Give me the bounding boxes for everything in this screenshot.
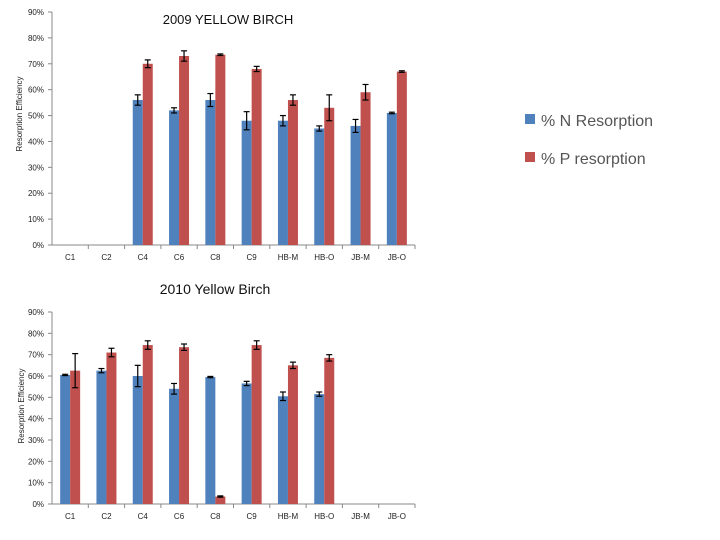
x-tick-label: C9 [247, 253, 258, 262]
x-tick-label: C8 [210, 253, 221, 262]
x-tick-label: JB-M [351, 253, 370, 262]
y-tick-label: 30% [28, 163, 44, 172]
x-tick-label: C6 [174, 512, 185, 521]
x-tick-label: HB-M [278, 253, 299, 262]
legend-swatch-p [525, 152, 535, 162]
x-tick-label: C4 [138, 512, 149, 521]
bar-p [360, 92, 371, 245]
y-tick-label: 70% [28, 60, 44, 69]
bar-n [314, 394, 325, 504]
y-tick-label: 0% [32, 500, 44, 509]
x-tick-label: C8 [210, 512, 221, 521]
x-tick-label: JB-M [351, 512, 370, 521]
legend-swatch-n [525, 114, 535, 124]
y-tick-label: 30% [28, 436, 44, 445]
x-tick-label: C2 [101, 253, 112, 262]
y-tick-label: 40% [28, 415, 44, 424]
bar-n [169, 388, 180, 504]
x-tick-label: C1 [65, 512, 76, 521]
bar-n [386, 112, 397, 245]
bar-n [132, 100, 143, 246]
x-tick-label: HB-M [278, 512, 299, 521]
legend-label-p: % P resorption [541, 151, 646, 168]
bar-n [350, 125, 361, 245]
bar-n [132, 376, 143, 504]
bar-n [277, 120, 288, 245]
y-tick-label: 20% [28, 457, 44, 466]
bar-p [287, 365, 298, 504]
bar-p [324, 107, 335, 246]
y-tick-label: 10% [28, 215, 44, 224]
bar-n [205, 100, 216, 246]
bar-p [215, 54, 226, 245]
x-tick-label: C4 [138, 253, 149, 262]
bar-n [60, 374, 71, 504]
y-tick-label: 50% [28, 112, 44, 121]
bar-n [314, 128, 325, 245]
bar-n [205, 377, 216, 504]
bar-p [215, 496, 226, 504]
legend: % N Resorption % P resorption [525, 113, 653, 168]
bar-p [70, 370, 81, 504]
chart-title: 2010 Yellow Birch [160, 281, 271, 297]
x-tick-label: JB-O [388, 512, 406, 521]
bar-n [96, 370, 107, 504]
y-tick-label: 80% [28, 34, 44, 43]
x-tick-label: HB-O [314, 253, 334, 262]
bar-n [241, 383, 252, 504]
bar-p [396, 71, 407, 246]
x-tick-label: C6 [174, 253, 185, 262]
legend-label-n: % N Resorption [541, 113, 653, 130]
y-axis-label: Resorption Efficiency [15, 77, 24, 152]
bar-n [241, 120, 252, 245]
chart-2010: 2010 Yellow Birch Resorption Efficiency … [17, 281, 416, 521]
y-tick-label: 40% [28, 137, 44, 146]
y-tick-label: 90% [28, 308, 44, 317]
x-tick-label: C9 [247, 512, 258, 521]
bar-p [106, 352, 117, 504]
y-tick-label: 70% [28, 351, 44, 360]
y-axis-label: Resorption Efficiency [17, 369, 26, 444]
y-tick-label: 60% [28, 372, 44, 381]
y-tick-label: 0% [32, 241, 44, 250]
bar-p [324, 357, 335, 504]
y-tick-label: 20% [28, 189, 44, 198]
bar-p [179, 56, 190, 246]
bar-n [277, 396, 288, 504]
bar-p [251, 68, 262, 245]
chart-title: 2009 YELLOW BIRCH [163, 12, 294, 27]
bar-p [251, 345, 262, 504]
bar-p [179, 347, 190, 504]
y-tick-label: 10% [28, 479, 44, 488]
y-tick-label: 50% [28, 393, 44, 402]
bar-n [169, 110, 180, 245]
x-tick-label: C1 [65, 253, 76, 262]
chart-2009: 2009 YELLOW BIRCH Resorption Efficiency … [15, 8, 416, 262]
bar-p [287, 100, 298, 246]
x-tick-label: C2 [101, 512, 112, 521]
bar-p [142, 63, 153, 246]
y-tick-label: 60% [28, 86, 44, 95]
y-tick-label: 90% [28, 8, 44, 17]
x-tick-label: HB-O [314, 512, 334, 521]
x-tick-label: JB-O [388, 253, 406, 262]
y-tick-label: 80% [28, 329, 44, 338]
bar-p [142, 345, 153, 504]
